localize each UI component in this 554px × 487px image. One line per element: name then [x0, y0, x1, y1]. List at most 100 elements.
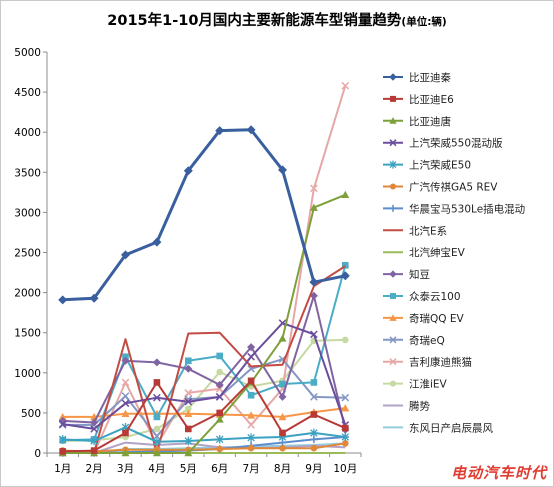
series-16 — [62, 441, 346, 454]
series-2 — [59, 377, 349, 455]
data-point — [340, 271, 350, 281]
data-point — [247, 352, 255, 361]
data-point — [121, 399, 130, 408]
data-point — [121, 356, 130, 365]
y-tick-label: 1000 — [14, 368, 41, 380]
legend-swatch-marker — [389, 139, 397, 147]
legend-item: 奇瑞eQ — [383, 334, 445, 347]
legend-item: 众泰云100 — [383, 290, 461, 303]
legend-item: 北汽E系 — [383, 224, 447, 237]
data-point — [185, 425, 192, 433]
data-point — [153, 413, 161, 421]
series-line — [62, 294, 347, 430]
data-point — [310, 184, 318, 193]
series-10 — [58, 291, 350, 434]
series-lines — [58, 81, 350, 457]
data-point — [341, 432, 350, 442]
data-point — [153, 393, 161, 402]
series-line — [62, 85, 347, 454]
data-point — [152, 449, 161, 457]
legend-item: 北汽绅宝EV — [383, 246, 466, 259]
data-point — [121, 409, 130, 418]
data-point — [153, 432, 161, 440]
data-point — [58, 420, 67, 428]
data-point — [278, 334, 287, 342]
data-point — [153, 437, 161, 447]
y-tick-label: 0 — [34, 448, 41, 460]
legend-label: 北汽E系 — [409, 224, 447, 237]
data-point — [310, 379, 318, 386]
legend-label: 华晨宝马530Le插电混动 — [409, 202, 525, 215]
data-point — [310, 330, 318, 339]
data-point — [215, 435, 224, 444]
legend-swatch-marker — [389, 117, 397, 124]
y-tick-label: 1500 — [14, 328, 41, 340]
data-point — [215, 380, 224, 389]
data-point — [185, 405, 192, 413]
x-tick-label: 3月 — [117, 463, 134, 475]
legend-swatch-marker — [389, 160, 397, 169]
data-point — [89, 293, 99, 303]
legend-label: 众泰云100 — [409, 290, 461, 303]
data-point — [341, 404, 350, 412]
legend-item: 华晨宝马530Le插电混动 — [383, 202, 525, 215]
y-tick-label: 2500 — [14, 248, 41, 260]
legend-swatch-marker — [389, 73, 397, 81]
legend-label: 北汽绅宝EV — [409, 246, 466, 259]
legend-swatch-marker — [389, 204, 397, 212]
legend-swatch-marker — [389, 270, 397, 278]
data-point — [184, 449, 193, 457]
chart-title-main: 2015年1-10月国内主要新能源车型销量趋势 — [107, 13, 402, 29]
series-line — [62, 442, 346, 453]
data-point — [247, 421, 255, 429]
legend-item: 江淮iEV — [383, 379, 448, 391]
legend-label: 腾势 — [409, 400, 430, 413]
data-point — [184, 389, 193, 397]
legend-item: 奇瑞QQ EV — [383, 312, 465, 325]
data-point — [121, 250, 130, 260]
data-point — [309, 203, 318, 211]
data-point — [121, 449, 130, 457]
series-4 — [58, 319, 350, 433]
series-line — [62, 426, 346, 443]
legend-item: 上汽荣威E50 — [383, 159, 471, 172]
data-point — [247, 411, 256, 419]
legend-label: 上汽荣威E50 — [409, 159, 471, 172]
data-point — [215, 415, 224, 423]
y-tick-label: 4000 — [14, 127, 41, 139]
data-point — [309, 277, 319, 287]
data-point — [216, 352, 223, 360]
data-point — [247, 433, 255, 443]
watermark-logo: 电动汽车时代 — [450, 464, 547, 482]
series-13 — [58, 355, 350, 440]
data-point — [59, 448, 66, 455]
legend-swatch-marker — [390, 380, 396, 387]
y-tick-label: 3000 — [14, 207, 41, 219]
data-point — [279, 380, 286, 388]
y-tick-label: 2000 — [14, 288, 41, 300]
legend-swatch-marker — [389, 314, 397, 321]
data-point — [184, 364, 193, 373]
legend-item: 上汽荣威550混动版 — [383, 137, 503, 150]
legend-item: 广汽传祺GA5 REV — [383, 181, 498, 194]
data-point — [278, 392, 287, 401]
x-tick-label: 8月 — [274, 463, 291, 475]
legend-item: 比亚迪秦 — [383, 71, 451, 84]
data-point — [90, 418, 99, 427]
legend-label: 东风日产启辰晨风 — [409, 421, 493, 434]
legend-swatch-marker — [390, 95, 396, 102]
x-tick-label: 10月 — [333, 463, 357, 475]
legend-item: 比亚迪唐 — [383, 115, 451, 128]
data-point — [278, 412, 287, 421]
data-point — [58, 435, 67, 444]
legend-item: 比亚迪E6 — [383, 93, 454, 106]
legend-label: 比亚迪E6 — [409, 93, 454, 106]
x-tick-label: 1月 — [54, 463, 71, 475]
data-point — [90, 447, 98, 454]
data-point — [122, 353, 129, 361]
data-point — [310, 393, 318, 401]
data-point — [342, 424, 349, 432]
data-point — [152, 358, 161, 367]
legend-label: 知豆 — [409, 268, 430, 281]
